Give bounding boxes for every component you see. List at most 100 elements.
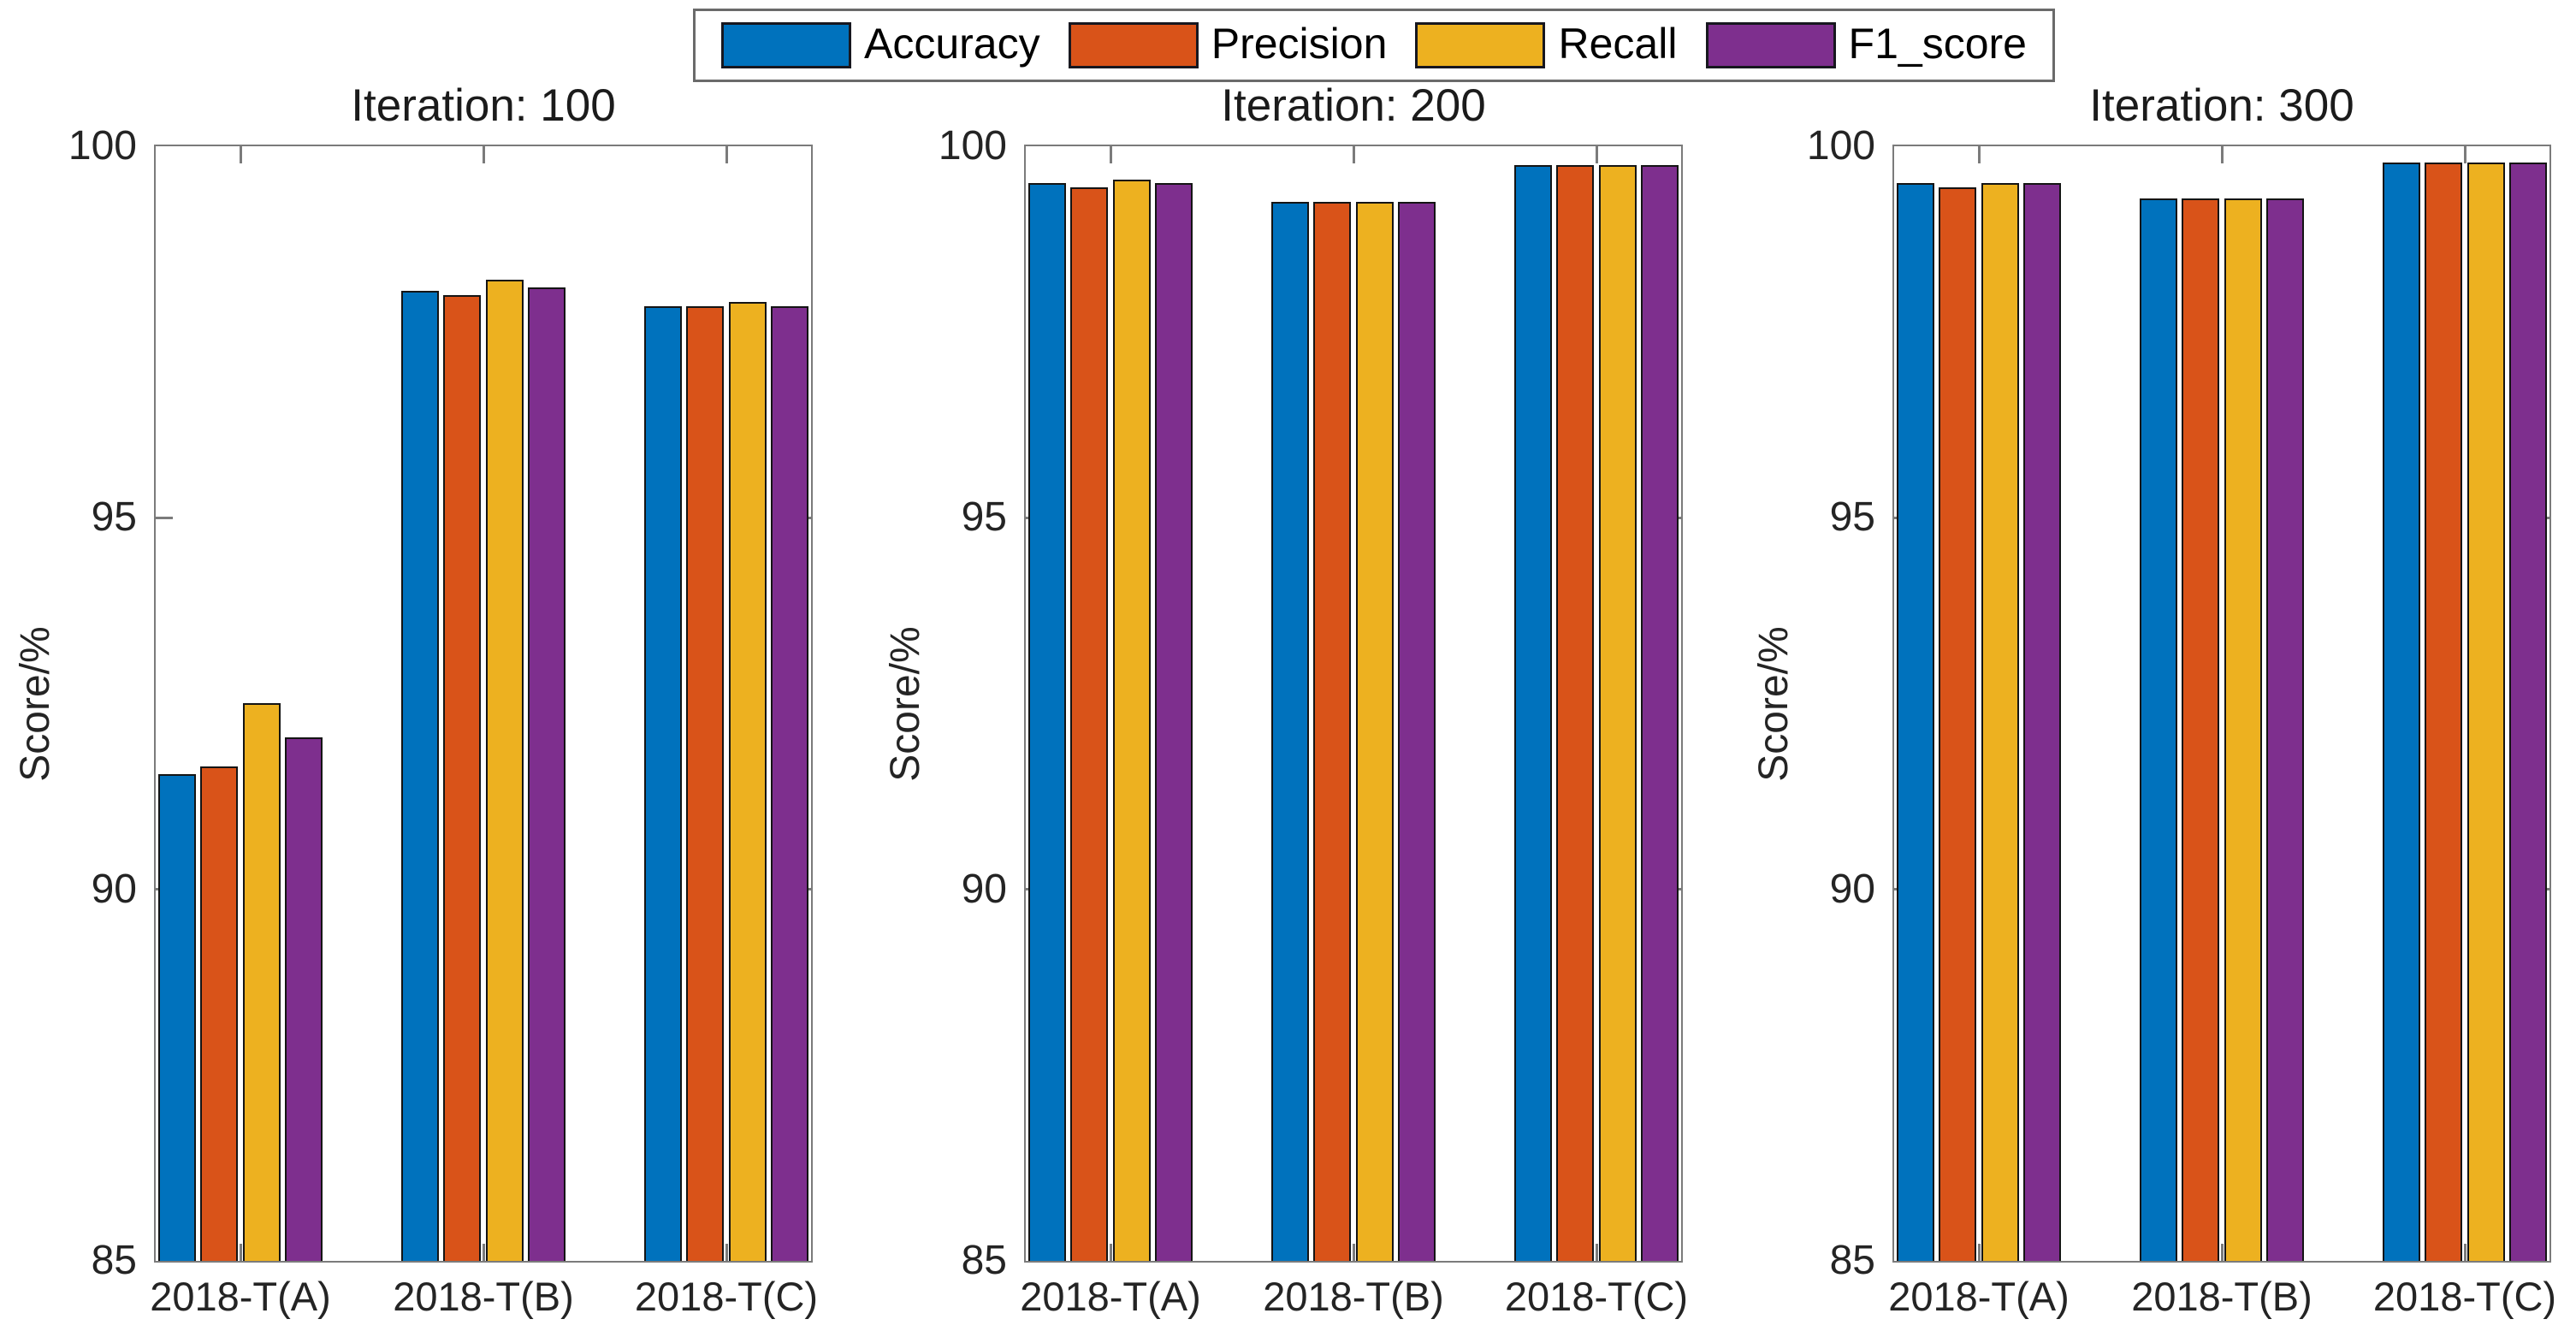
x-axis-tick-top — [2463, 146, 2466, 163]
plot-area — [1024, 145, 1683, 1263]
bar-accuracy-2018-t-c — [643, 306, 682, 1261]
subplot-title: Iteration: 100 — [351, 80, 616, 131]
legend-item-accuracy: Accuracy — [721, 22, 1040, 68]
bar-accuracy-2018-t-a — [157, 774, 196, 1261]
x-tick-label: 2018-T(C) — [1504, 1274, 1689, 1319]
legend-label: Accuracy — [864, 20, 1040, 68]
y-tick-label: 95 — [961, 494, 1007, 541]
bar-accuracy-2018-t-c — [2382, 163, 2420, 1261]
x-axis-tick-bottom — [2220, 1244, 2224, 1261]
precision-swatch-icon — [1068, 22, 1199, 68]
bar-accuracy-2018-t-a — [1896, 183, 1934, 1261]
bar-recall-2018-t-b — [485, 280, 524, 1261]
y-axis-label: Score/% — [1751, 625, 1797, 782]
x-axis-tick-bottom — [1109, 1244, 1112, 1261]
x-axis-tick-top — [725, 146, 728, 163]
x-axis-tick-top — [239, 146, 242, 163]
chart-legend: Accuracy Precision Recall F1_score — [693, 9, 2055, 82]
bar-f1-score-2018-t-a — [1155, 183, 1193, 1261]
x-axis-tick-top — [1109, 146, 1112, 163]
bar-recall-2018-t-c — [728, 302, 767, 1261]
bar-precision-2018-t-a — [1070, 187, 1109, 1261]
y-tick-label: 85 — [91, 1238, 137, 1283]
plot-area — [1892, 145, 2551, 1263]
bar-f1-score-2018-t-c — [1641, 165, 1679, 1261]
y-tick-label: 95 — [91, 494, 137, 541]
x-axis-tick-top — [1595, 146, 1598, 163]
bar-precision-2018-t-c — [1556, 165, 1595, 1261]
bar-precision-2018-t-c — [686, 306, 725, 1261]
bar-recall-2018-t-b — [1355, 202, 1394, 1261]
x-axis-tick-top — [2220, 146, 2224, 163]
x-tick-label: 2018-T(A) — [1020, 1274, 1201, 1319]
y-tick-label: 95 — [1829, 494, 1875, 541]
bar-f1-score-2018-t-a — [285, 737, 323, 1261]
legend-item-f1-score: F1_score — [1705, 20, 2027, 68]
legend-item-precision: Precision — [1068, 20, 1388, 68]
y-axis-label: Score/% — [883, 625, 928, 782]
bar-recall-2018-t-a — [242, 703, 281, 1261]
x-axis-tick-bottom — [1977, 1244, 1981, 1261]
legend-label: Precision — [1211, 20, 1388, 68]
y-tick-label: 90 — [91, 866, 137, 912]
bar-recall-2018-t-a — [1981, 183, 2019, 1261]
accuracy-swatch-icon — [721, 22, 851, 68]
y-tick-label: 90 — [961, 866, 1007, 912]
legend-label: F1_score — [1848, 20, 2027, 68]
bar-precision-2018-t-b — [443, 295, 482, 1261]
bar-recall-2018-t-c — [2466, 163, 2505, 1261]
x-tick-label: 2018-T(B) — [393, 1274, 574, 1319]
y-axis-tick — [156, 516, 173, 519]
y-tick-label: 85 — [961, 1238, 1007, 1283]
x-tick-label: 2018-T(B) — [2131, 1274, 2312, 1319]
bar-f1-score-2018-t-c — [771, 306, 809, 1261]
legend-item-recall: Recall — [1415, 22, 1677, 68]
bar-precision-2018-t-a — [200, 766, 239, 1261]
subplot-title: Iteration: 200 — [1221, 80, 1486, 131]
bar-f1-score-2018-t-b — [528, 287, 566, 1261]
y-tick-label: 100 — [68, 123, 137, 169]
x-tick-label: 2018-T(B) — [1263, 1274, 1444, 1319]
bar-accuracy-2018-t-c — [1513, 165, 1552, 1261]
bar-recall-2018-t-a — [1112, 180, 1151, 1261]
x-axis-tick-bottom — [2463, 1244, 2466, 1261]
y-tick-label: 90 — [1829, 866, 1875, 912]
bar-accuracy-2018-t-a — [1027, 183, 1066, 1261]
x-tick-label: 2018-T(C) — [2372, 1274, 2557, 1319]
subplot-title: Iteration: 300 — [2089, 80, 2354, 131]
bar-recall-2018-t-b — [2224, 198, 2262, 1261]
x-axis-tick-top — [1977, 146, 1981, 163]
f1-score-swatch-icon — [1705, 22, 1836, 68]
x-axis-tick-bottom — [1595, 1244, 1598, 1261]
bar-precision-2018-t-b — [2182, 198, 2220, 1261]
x-axis-tick-bottom — [482, 1244, 485, 1261]
plot-inner-area — [1894, 146, 2549, 1261]
bar-recall-2018-t-c — [1598, 165, 1637, 1261]
bar-precision-2018-t-a — [1939, 187, 1977, 1261]
bar-accuracy-2018-t-b — [1270, 202, 1309, 1261]
bar-f1-score-2018-t-a — [2023, 183, 2062, 1261]
x-axis-tick-bottom — [1352, 1244, 1355, 1261]
recall-swatch-icon — [1415, 22, 1546, 68]
legend-label: Recall — [1558, 20, 1678, 68]
plot-area — [154, 145, 813, 1263]
x-axis-tick-bottom — [239, 1244, 242, 1261]
x-tick-label: 2018-T(A) — [150, 1274, 331, 1319]
y-tick-label: 100 — [1806, 123, 1875, 169]
x-tick-label: 2018-T(C) — [634, 1274, 819, 1319]
x-axis-tick-top — [1352, 146, 1355, 163]
plot-inner-area — [156, 146, 811, 1261]
y-tick-label: 85 — [1829, 1238, 1875, 1283]
bar-accuracy-2018-t-b — [400, 291, 439, 1261]
plot-inner-area — [1026, 146, 1681, 1261]
x-tick-label: 2018-T(A) — [1888, 1274, 2070, 1319]
bar-f1-score-2018-t-b — [2266, 198, 2305, 1261]
y-tick-label: 100 — [938, 123, 1007, 169]
bar-f1-score-2018-t-b — [1398, 202, 1436, 1261]
x-axis-tick-bottom — [725, 1244, 728, 1261]
bar-accuracy-2018-t-b — [2139, 198, 2177, 1261]
bar-f1-score-2018-t-c — [2509, 163, 2548, 1261]
x-axis-tick-top — [482, 146, 485, 163]
bar-precision-2018-t-b — [1313, 202, 1352, 1261]
